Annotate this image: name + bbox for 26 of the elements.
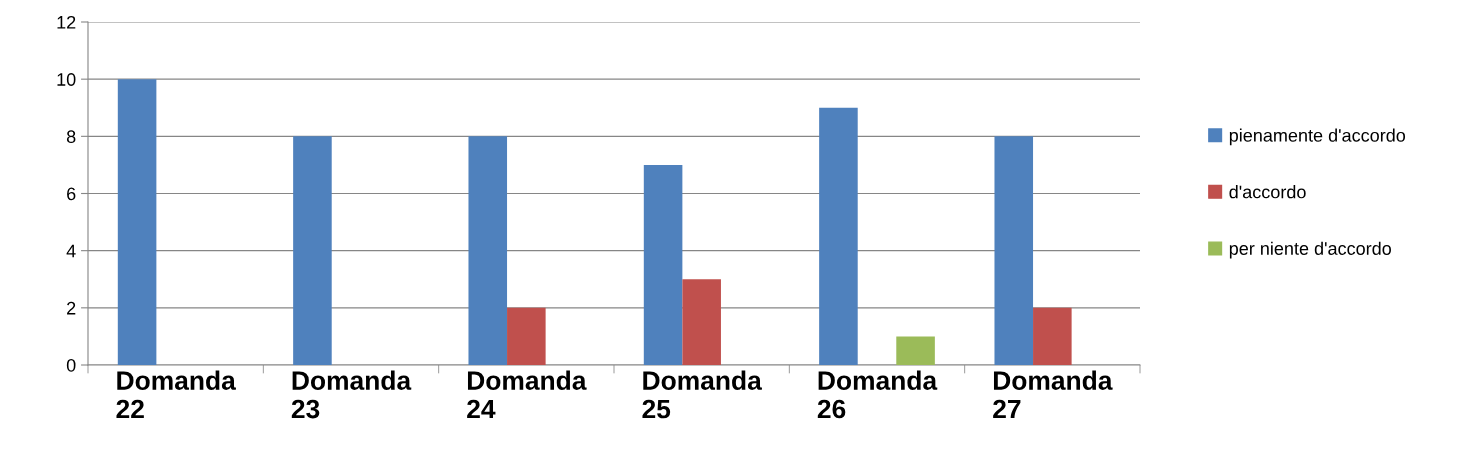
- bar: [819, 107, 858, 365]
- bar: [1033, 307, 1072, 365]
- y-tick-label: 4: [66, 244, 76, 258]
- bar: [682, 279, 721, 365]
- x-tick-label: Domanda 25: [642, 370, 762, 419]
- bar: [994, 136, 1034, 365]
- x-tick-label: Domanda 27: [993, 370, 1113, 419]
- legend-label: pienamente d'accordo: [1229, 128, 1406, 146]
- bar: [117, 79, 157, 365]
- y-tick-label: 10: [57, 73, 76, 86]
- y-tick-label: 0: [66, 358, 76, 372]
- x-tick-label: Domanda 24: [467, 370, 587, 419]
- x-tick-label: Domanda 26: [817, 370, 938, 419]
- legend-label: d'accordo: [1229, 185, 1306, 199]
- y-tick-label: 6: [67, 187, 76, 201]
- bar: [468, 136, 508, 365]
- x-tick-label: Domanda 22: [116, 370, 236, 419]
- y-tick-label: 8: [66, 130, 76, 144]
- bar: [293, 136, 332, 365]
- x-tick-label: Domanda 23: [291, 370, 412, 419]
- bar: [643, 164, 683, 365]
- legend-label: per niente d'accordo: [1229, 241, 1391, 259]
- y-tick-label: 2: [67, 301, 76, 315]
- y-tick-label: 12: [57, 15, 76, 29]
- bar: [507, 307, 546, 365]
- bar: [896, 336, 935, 365]
